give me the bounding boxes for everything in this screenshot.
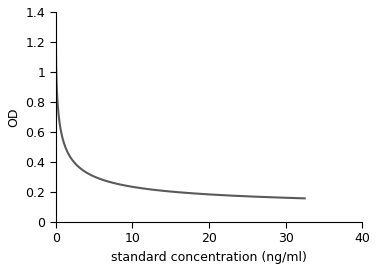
Y-axis label: OD: OD (7, 107, 20, 127)
X-axis label: standard concentration (ng/ml): standard concentration (ng/ml) (111, 251, 307, 264)
